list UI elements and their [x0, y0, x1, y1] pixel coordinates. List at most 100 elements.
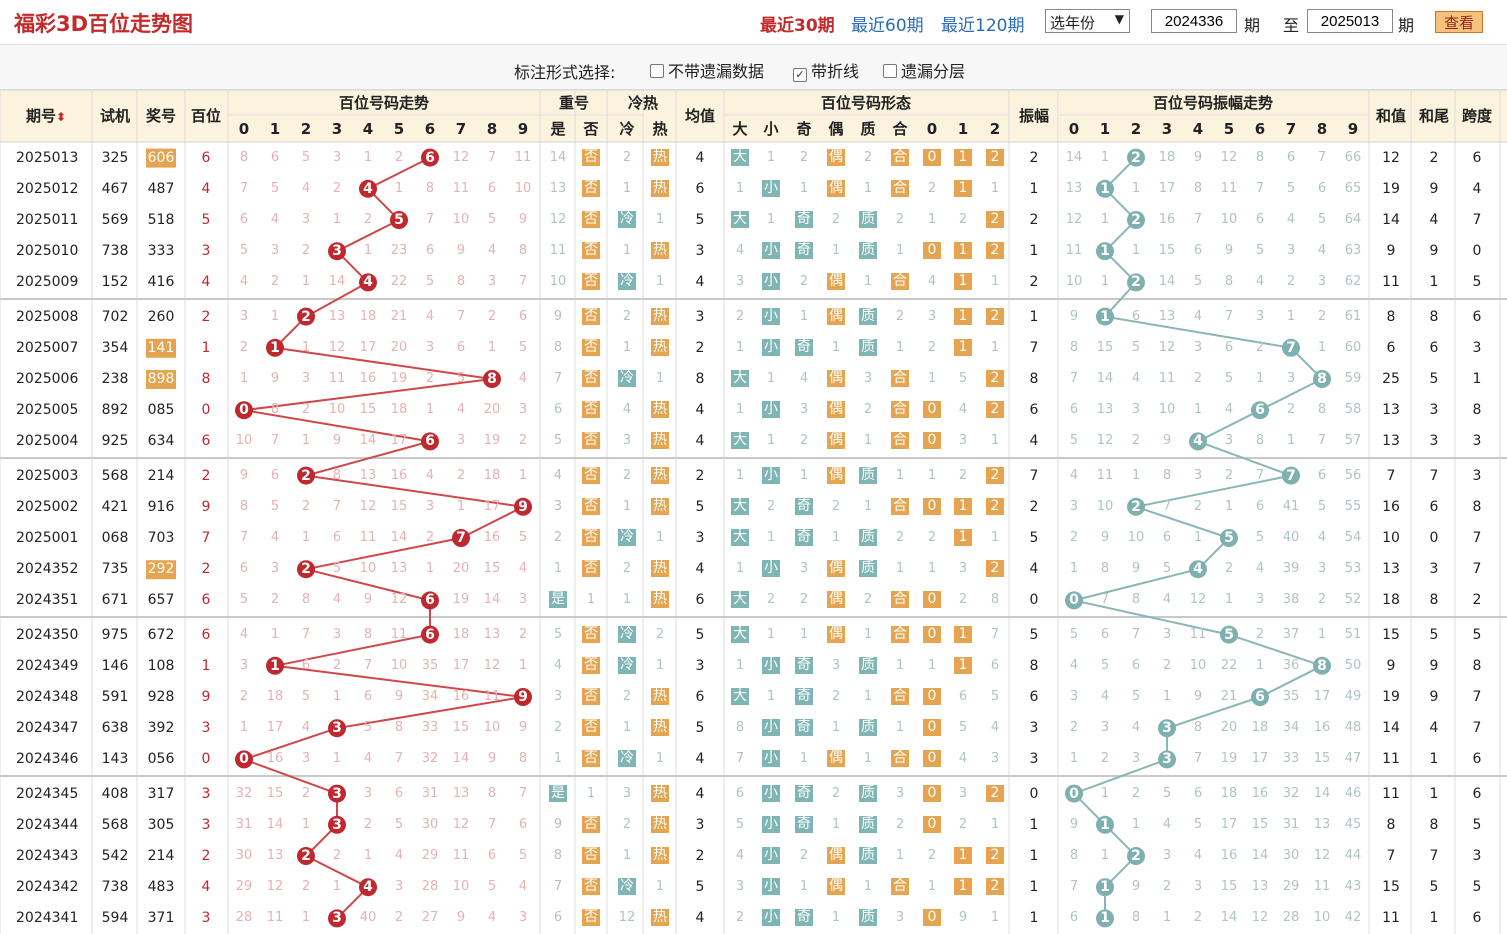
from-period-input[interactable] — [1151, 9, 1237, 33]
trial-cell: 892 — [101, 402, 129, 419]
recent-30-link[interactable]: 最近30期 — [760, 16, 835, 36]
trend-miss-cell: 11 — [514, 149, 532, 165]
form-miss-cell: 1 — [766, 689, 776, 704]
option-miss-layer[interactable]: 遗漏分层 — [883, 58, 965, 82]
repeat-group-header: 重号 — [558, 94, 589, 112]
hotcold-miss-cell: 4 — [622, 402, 632, 418]
trend-miss-cell: 3 — [456, 433, 466, 449]
recent-60-link[interactable]: 最近60期 — [851, 16, 924, 36]
form-badge: 偶 — [827, 466, 845, 484]
to-label: 至 — [1283, 16, 1300, 35]
form-col-header: 2 — [989, 120, 1001, 138]
trend-miss-cell: 8 — [394, 720, 404, 736]
form-badge: 小 — [762, 784, 780, 802]
trend-miss-cell: 7 — [518, 785, 528, 801]
amp-digit-header: 1 — [1099, 120, 1111, 138]
form-badge: 小 — [762, 750, 780, 768]
avg-cell: 3 — [695, 530, 705, 546]
tail-cell: 1 — [1429, 785, 1439, 802]
amp-digit-header: 5 — [1223, 120, 1235, 138]
trial-cell: 735 — [101, 561, 129, 578]
to-period-input[interactable] — [1307, 9, 1393, 33]
trend-miss-cell: 14 — [359, 433, 377, 449]
trend-miss-cell: 15 — [483, 561, 501, 577]
trend-miss-cell: 4 — [239, 274, 249, 290]
trend-miss-cell: 3 — [487, 274, 497, 290]
form-miss-cell: 1 — [831, 339, 841, 355]
checkbox-icon[interactable] — [650, 64, 664, 78]
span-cell: 5 — [1472, 274, 1482, 291]
form-miss-cell: 1 — [735, 561, 745, 577]
prize-cell: 305 — [147, 816, 175, 833]
hundreds-cell: 3 — [201, 816, 211, 833]
form-miss-cell: 2 — [863, 592, 873, 608]
amp-miss-cell: 56 — [1344, 467, 1362, 483]
trial-cell: 738 — [101, 243, 129, 260]
amp-miss-cell: 14 — [1220, 910, 1238, 926]
checkbox-icon[interactable] — [883, 64, 897, 78]
view-button[interactable]: 查看 — [1435, 11, 1483, 33]
trend-miss-cell: 4 — [301, 180, 311, 196]
trend-digit-header: 1 — [269, 120, 281, 138]
option-polyline[interactable]: ✓ 带折线 — [793, 58, 859, 82]
form-miss-cell: 1 — [990, 433, 1000, 449]
prize-cell: 657 — [147, 592, 175, 609]
form-miss-cell: 1 — [990, 816, 1000, 832]
hot-badge: 热 — [651, 432, 669, 450]
trend-miss-cell: 9 — [487, 751, 497, 767]
option-no-miss[interactable]: 不带遗漏数据 — [650, 58, 764, 82]
tail-cell: 6 — [1429, 339, 1439, 356]
trend-miss-cell: 7 — [363, 657, 373, 673]
form-miss-cell: 3 — [799, 402, 809, 418]
repeat-yes-badge: 是 — [549, 591, 567, 609]
trend-miss-cell: 13 — [483, 626, 501, 642]
trend-miss-cell: 11 — [266, 910, 284, 926]
checkbox-checked-icon[interactable]: ✓ — [793, 68, 807, 82]
avg-cell: 2 — [695, 467, 705, 484]
trend-miss-cell: 1 — [332, 212, 342, 227]
remainder-badge: 2 — [986, 497, 1004, 515]
trend-miss-cell: 11 — [390, 626, 408, 642]
recent-120-link[interactable]: 最近120期 — [941, 16, 1025, 36]
amp-miss-cell: 7 — [1317, 433, 1327, 449]
sum-cell: 11 — [1382, 785, 1400, 802]
hotcold-miss-cell: 1 — [655, 274, 665, 290]
amp-miss-cell: 16 — [1313, 720, 1331, 736]
trial-cell: 421 — [101, 498, 129, 515]
form-badge: 质 — [859, 815, 877, 833]
amp-miss-cell: 14 — [1096, 371, 1114, 386]
form-miss-cell: 6 — [735, 785, 745, 801]
amp-miss-cell: 3 — [1224, 433, 1234, 449]
hundreds-cell: 8 — [201, 371, 211, 387]
form-badge: 奇 — [795, 815, 813, 833]
hot-badge: 热 — [651, 242, 669, 260]
form-badge: 质 — [859, 307, 877, 325]
trend-miss-cell: 7 — [456, 308, 466, 324]
trend-miss-cell: 2 — [425, 371, 435, 386]
form-col-header: 大 — [732, 120, 748, 138]
amp-miss-cell: 4 — [1162, 592, 1172, 608]
amp-miss-cell: 1 — [1162, 910, 1172, 926]
amp-miss-cell: 47 — [1344, 751, 1362, 767]
trial-cell: 146 — [101, 657, 129, 674]
form-badge: 奇 — [795, 497, 813, 515]
amp-miss-cell: 7 — [1317, 149, 1327, 165]
remainder-badge: 1 — [954, 529, 972, 546]
amp-miss-cell: 42 — [1344, 910, 1362, 926]
trend-miss-cell: 18 — [390, 402, 408, 418]
trend-miss-cell: 4 — [270, 530, 280, 545]
trend-ball-label: 3 — [332, 785, 342, 802]
chevron-down-icon: ▼ — [1114, 12, 1124, 26]
repeat-no-badge: 否 — [582, 432, 600, 450]
form-miss-cell: 2 — [927, 848, 937, 863]
amp-miss-cell: 18 — [1158, 149, 1176, 165]
trend-miss-cell: 6 — [270, 467, 280, 483]
amp-miss-cell: 32 — [1282, 785, 1300, 801]
tail-cell: 2 — [1429, 149, 1439, 166]
sort-icon[interactable]: ⬍ — [55, 110, 67, 124]
span-cell: 6 — [1472, 910, 1482, 927]
remainder-badge: 2 — [986, 401, 1004, 419]
year-select[interactable]: 选年份 ▼ — [1045, 9, 1130, 33]
amp-miss-cell: 1 — [1317, 626, 1327, 642]
form-miss-cell: 1 — [863, 433, 873, 449]
